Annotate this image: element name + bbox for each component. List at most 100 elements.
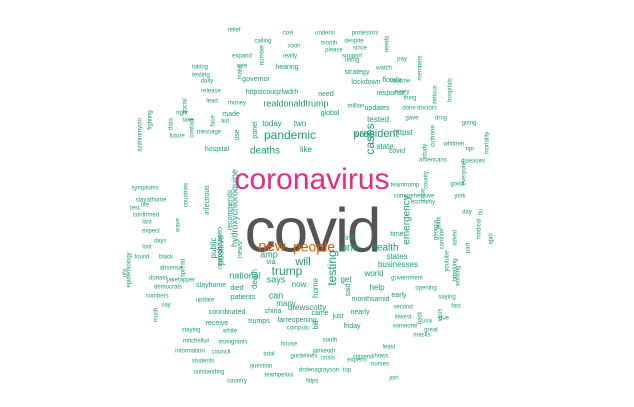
word-study: study [423, 144, 429, 158]
word-relief: relief [227, 28, 240, 34]
word-daily: daily [201, 79, 213, 85]
word-lost: lost [142, 245, 152, 251]
word-great: great [424, 328, 438, 334]
word-breaking: breaking [453, 258, 459, 281]
word-vaccine: vaccine [390, 79, 411, 85]
word-good: good [450, 182, 463, 188]
word-hospitals: hospitals [448, 78, 454, 102]
word-life: life [141, 203, 149, 209]
word-thing: thing [403, 96, 416, 102]
word-spread: spread [181, 259, 187, 277]
word-npr: npr [466, 147, 475, 153]
word-farreopening: farreopening [277, 317, 316, 324]
word-nurses: nurses [371, 362, 389, 368]
word-economy: economy [411, 200, 435, 206]
word-covi: covi [283, 31, 294, 37]
word-contact: contact [190, 118, 196, 138]
word-covid: covid [245, 196, 380, 265]
word-people: people [293, 239, 335, 255]
word-second: second [393, 305, 412, 311]
word-immigrants: immigrants [218, 340, 247, 346]
word-azithromycin: azithromycin [138, 118, 144, 152]
word-south: south [323, 338, 338, 344]
word-response: response [377, 90, 406, 97]
word-will: will [294, 256, 310, 268]
word-teampelosi: teampelosi [264, 373, 293, 379]
word-died: died [230, 285, 243, 292]
word-government: government [391, 276, 423, 282]
word-state: state [376, 142, 394, 151]
word-strategy: strategy [345, 69, 370, 76]
word-cases: cases [363, 123, 377, 154]
word-support: support [342, 54, 362, 60]
word-symptoms: symptoms [131, 186, 158, 192]
word-whitmer: whitmer [442, 142, 464, 148]
word-least: least [383, 345, 396, 351]
word-early: early [391, 292, 407, 299]
word-outstanding: outstanding [193, 370, 224, 376]
word-found: found [134, 255, 149, 261]
word-someone: someone [393, 324, 418, 330]
word-confirmed: confirmed [133, 213, 159, 219]
word-money: money [228, 101, 246, 107]
word-get: get [340, 275, 352, 284]
word-country: country [227, 379, 247, 385]
word-absence: absence [160, 266, 183, 272]
word-one: one [341, 242, 359, 254]
word-jaketapper: jaketapper [166, 278, 195, 284]
word-think: think [437, 216, 443, 230]
word-future: future [169, 134, 185, 140]
word-rate: rate [237, 64, 248, 70]
word-masks: masks [413, 333, 430, 339]
word-help: help [369, 283, 385, 292]
word-testing: testing [192, 73, 210, 79]
word-coordinated: coordinated [209, 309, 246, 316]
word-done: done [402, 106, 416, 112]
word-time: time [390, 231, 403, 238]
word-says: says [267, 274, 286, 284]
word-cuttrone: cuttrone [431, 125, 437, 147]
word-health: health [371, 243, 398, 254]
word-httpst: httpst [393, 128, 413, 137]
word-home: home [311, 277, 320, 298]
word-testing: testing [325, 250, 339, 285]
word-amid: amid [374, 296, 389, 303]
word-youtube: youtube [445, 250, 451, 272]
word-amp: amp [260, 249, 278, 259]
word-social: social [183, 98, 189, 113]
word-despite: despite [344, 39, 364, 45]
word-many: many [276, 299, 296, 308]
word-infectious: infectious [204, 185, 211, 215]
word-total: total [263, 352, 274, 358]
word-days: days [154, 239, 167, 245]
word-due: due [439, 316, 450, 322]
word-york: york [454, 194, 466, 200]
word-opening: opening [415, 286, 436, 292]
word-patients: patients [231, 294, 256, 301]
word-members: members [418, 55, 424, 80]
word-georgia: georgia [434, 219, 440, 240]
word-death: death [250, 269, 259, 289]
word-https: https [305, 379, 318, 385]
word-drdenagrayson: drdenagrayson [299, 368, 339, 374]
word-last: last [142, 220, 152, 226]
word-asked: asked [453, 230, 459, 246]
word-coronavirus: coronavirus [234, 163, 389, 196]
word-drewscotty: drewscotty [288, 303, 326, 312]
word-positive: positive [215, 235, 225, 266]
word-bill: bill [313, 320, 320, 329]
word-month: month [321, 41, 338, 47]
word-httpstcouqzlwdrh: httpstcouqzlwdrh [246, 89, 299, 96]
word-compuls: compuls [287, 326, 309, 332]
word-back: back [418, 311, 424, 325]
word-gave: gave [405, 116, 419, 122]
word-april: april [489, 233, 495, 244]
word-nearly: nearly [350, 309, 370, 316]
word-first: first [343, 235, 354, 242]
word-governor: governor [242, 76, 270, 83]
word-pandemic: pandemic [264, 128, 316, 142]
word-release: release [201, 89, 221, 95]
word-today: today [262, 119, 282, 128]
word-tested: tested [367, 115, 389, 124]
